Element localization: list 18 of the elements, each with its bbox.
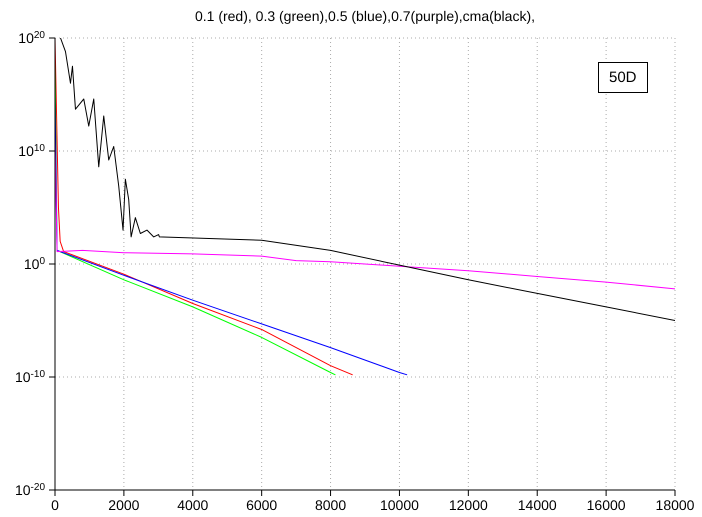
x-tick-label: 0 (51, 497, 60, 513)
line-series (60, 38, 675, 321)
x-tick-label: 12000 (448, 497, 488, 513)
annotation: 50D (598, 62, 648, 93)
y-tick-label: 10$^{0}$ (24, 256, 46, 272)
x-tick-label: 16000 (586, 497, 626, 513)
x-tick-label: 14000 (518, 497, 557, 513)
x-tick-label: 10000 (380, 497, 420, 513)
y-tick-label: 10$^{-20}$ (14, 482, 46, 498)
y-tick-label: 10$^{10}$ (18, 142, 46, 159)
y-tick-label: 10$^{-10}$ (14, 368, 46, 385)
x-tick-label: 4000 (177, 497, 209, 513)
x-tick-label: 8000 (314, 497, 346, 513)
x-tick-label: 2000 (108, 497, 140, 513)
y-tick-label: 10$^{20}$ (18, 30, 46, 46)
x-tick-label: 6000 (246, 497, 278, 513)
chart-title: 0.1 (red), 0.3 (green),0.5 (blue),0.7(purple),cma(black), (194, 8, 536, 24)
x-tick-label: 18000 (656, 497, 695, 513)
